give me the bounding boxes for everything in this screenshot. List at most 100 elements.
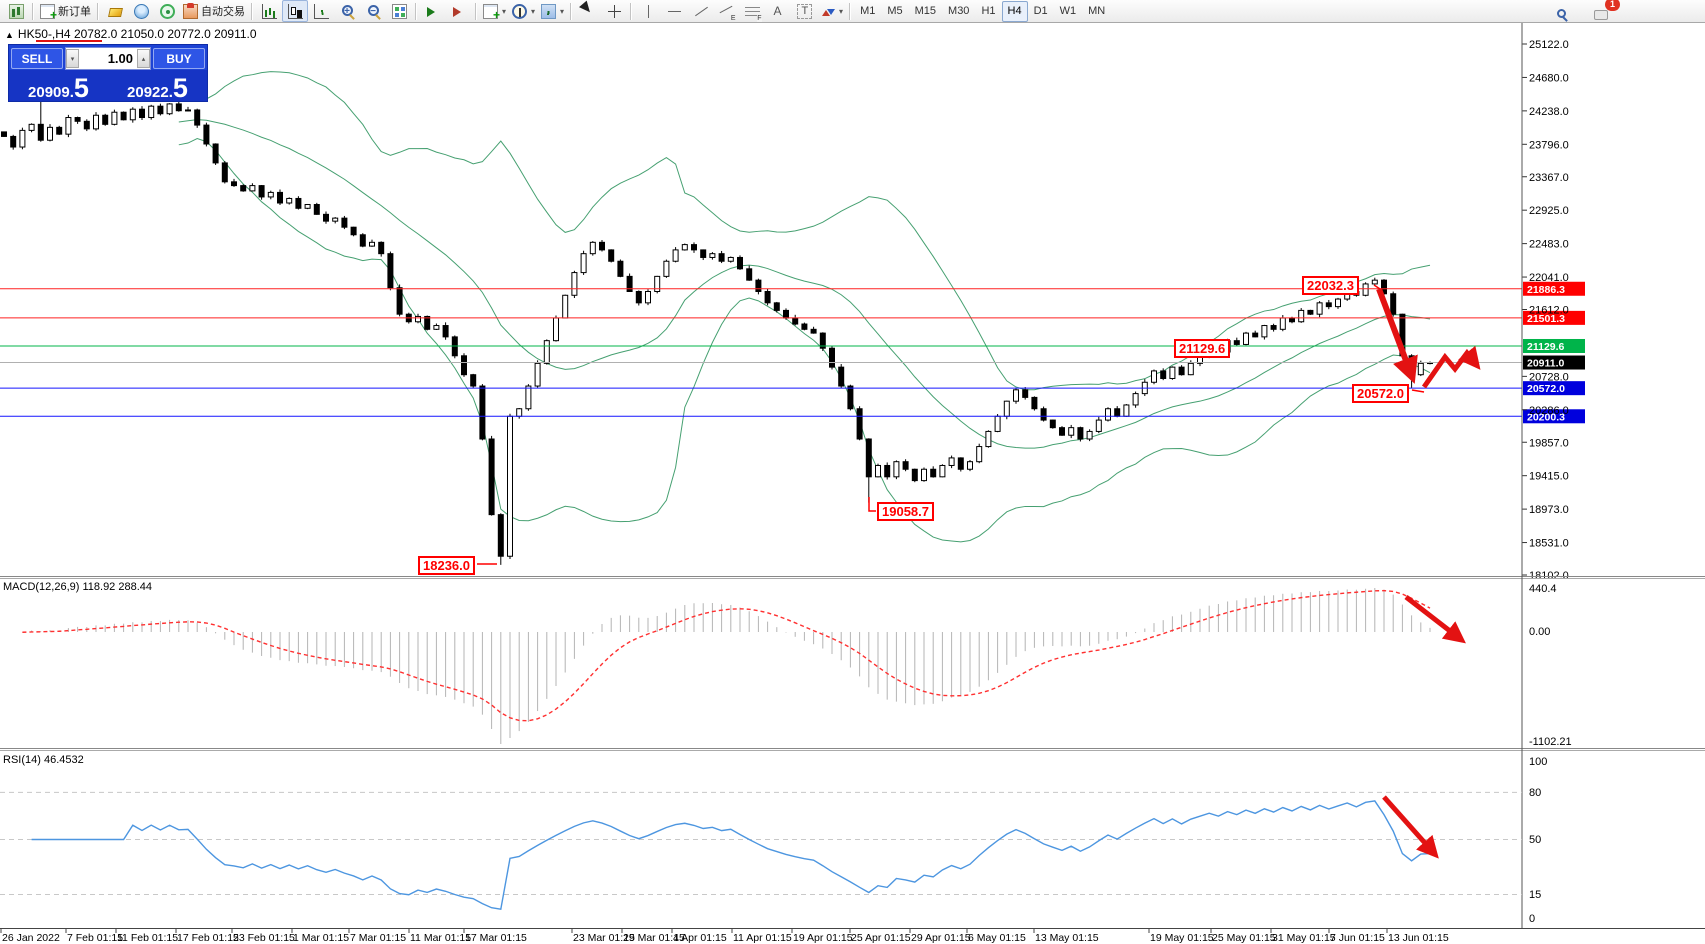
- trade-panel-price-row: 20909. 5 20922. 5: [9, 70, 207, 102]
- toolbar-separator: [475, 2, 477, 20]
- candle: [1289, 317, 1295, 323]
- candle: [396, 287, 403, 315]
- auto-trading-button[interactable]: 自动交易: [180, 0, 248, 22]
- price-axis-label: 18973.0: [1529, 504, 1569, 516]
- candle: [700, 249, 707, 258]
- toolbar-separator: [97, 2, 99, 20]
- candle: [635, 290, 642, 304]
- indicators-button[interactable]: ▾: [480, 0, 509, 22]
- timeframe-d1[interactable]: D1: [1033, 4, 1048, 17]
- candle: [746, 268, 753, 281]
- collapse-triangle-icon[interactable]: ▲: [5, 30, 14, 40]
- timeframe-m5[interactable]: M5: [887, 4, 903, 17]
- time-axis-label: 25 May 01:15: [1212, 932, 1276, 944]
- candle: [47, 126, 53, 141]
- tile-windows-button[interactable]: [386, 0, 412, 22]
- toolbar-separator: [251, 2, 253, 20]
- candle: [764, 290, 771, 304]
- volume-spinner[interactable]: ▾ 1.00 ▴: [65, 47, 151, 70]
- text-label-button[interactable]: [791, 0, 817, 22]
- buy-price[interactable]: 20922. 5: [108, 70, 207, 102]
- crosshair-icon: [607, 4, 622, 19]
- candle: [1013, 389, 1019, 402]
- candle: [1031, 396, 1038, 410]
- candle: [994, 415, 1001, 432]
- candle: [1040, 408, 1047, 421]
- fibonacci-button[interactable]: [739, 0, 765, 22]
- volume-increase-button[interactable]: ▴: [137, 49, 150, 68]
- new-order-button[interactable]: 新订单: [37, 0, 94, 22]
- time-axis-label: 11 Apr 01:15: [733, 932, 792, 944]
- bar-chart-button[interactable]: [256, 0, 282, 22]
- rsi-down-arrow-annotation[interactable]: [1382, 795, 1439, 859]
- community-button[interactable]: [128, 0, 154, 22]
- candle: [829, 347, 835, 368]
- crosshair-button[interactable]: [601, 0, 627, 22]
- styler-button[interactable]: [102, 0, 128, 22]
- zoom-out-button[interactable]: −: [360, 0, 386, 22]
- channel-button[interactable]: [713, 0, 739, 22]
- time-axis-label: 19 Apr 01:15: [793, 932, 853, 944]
- cursor-button[interactable]: [575, 0, 601, 22]
- candle: [1187, 362, 1194, 376]
- main-price-pane: [1, 71, 1433, 565]
- timeframe-w1[interactable]: W1: [1059, 4, 1077, 17]
- candle: [783, 309, 789, 319]
- candle: [1151, 370, 1157, 383]
- candle: [1325, 302, 1332, 308]
- horizontal-line-button[interactable]: [661, 0, 687, 22]
- price-axis-label: 20286.0: [1529, 405, 1569, 417]
- zoom-in-button[interactable]: +: [334, 0, 360, 22]
- zoom-in-icon: +: [341, 4, 353, 16]
- candlestick-chart-button[interactable]: [282, 0, 308, 22]
- timeframe-h4[interactable]: H4: [1001, 0, 1028, 22]
- notifications-button[interactable]: 1: [1588, 0, 1620, 25]
- channel-icon: [719, 4, 736, 22]
- line-chart-button[interactable]: [308, 0, 334, 22]
- volume-decrease-button[interactable]: ▾: [66, 49, 79, 68]
- zigzag-arrow-annotation[interactable]: [1421, 345, 1481, 389]
- candle: [240, 185, 247, 192]
- timeframe-m1[interactable]: M1: [860, 4, 876, 17]
- candle: [129, 108, 136, 121]
- timeframe-m30[interactable]: M30: [948, 4, 970, 17]
- signals-button[interactable]: [154, 0, 180, 22]
- arrows-button[interactable]: ▾: [817, 0, 846, 22]
- sell-button[interactable]: SELL: [11, 48, 63, 69]
- chevron-down-icon: ▾: [839, 6, 844, 16]
- auto-scroll-button[interactable]: [420, 0, 446, 22]
- timeframe-m15[interactable]: M15: [914, 4, 937, 17]
- text-button[interactable]: [765, 0, 791, 22]
- timeframe-h1[interactable]: H1: [981, 4, 996, 17]
- chart-shift-icon: [452, 7, 466, 17]
- templates-button[interactable]: ▾: [538, 0, 567, 22]
- search-button[interactable]: [1548, 3, 1574, 25]
- macd-down-arrow-annotation[interactable]: [1404, 595, 1466, 644]
- candle: [571, 272, 578, 296]
- buy-button[interactable]: BUY: [153, 48, 205, 69]
- sell-price[interactable]: 20909. 5: [9, 70, 108, 102]
- annotation-connector: [1411, 389, 1425, 393]
- time-axis-label: 4 Apr 01:15: [673, 932, 727, 944]
- candle: [313, 204, 320, 215]
- candle: [884, 464, 891, 478]
- vertical-line-button[interactable]: [635, 0, 661, 22]
- paint-icon: [107, 8, 123, 17]
- price-axis-label: 19415.0: [1529, 471, 1569, 483]
- candle: [424, 315, 431, 330]
- trendline-button[interactable]: [687, 0, 713, 22]
- timeframe-mn[interactable]: MN: [1088, 4, 1106, 17]
- candle: [1307, 309, 1314, 315]
- chart-window-button[interactable]: [3, 0, 29, 22]
- rsi-axis-label: 100: [1529, 756, 1547, 768]
- down-arrow-annotation[interactable]: [1376, 287, 1418, 384]
- chart-shift-button[interactable]: [446, 0, 472, 22]
- periods-button[interactable]: ▾: [509, 0, 538, 22]
- candle: [1316, 302, 1323, 315]
- candle: [470, 374, 477, 387]
- candle: [442, 325, 449, 338]
- candle: [617, 260, 624, 277]
- toolbar-separator: [32, 2, 34, 20]
- candle: [516, 408, 523, 417]
